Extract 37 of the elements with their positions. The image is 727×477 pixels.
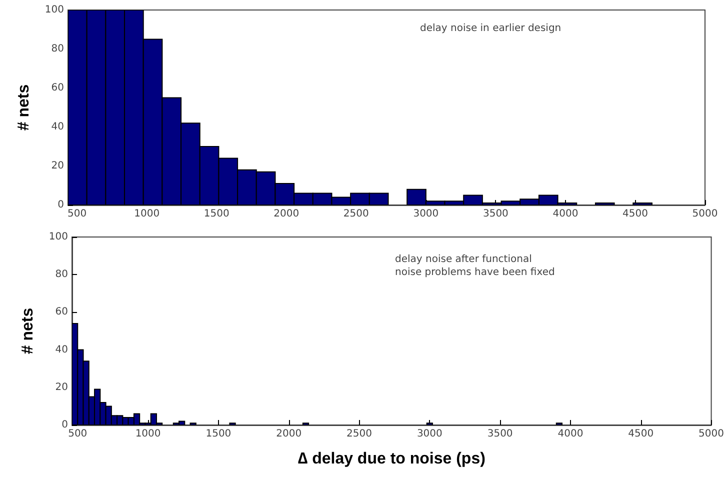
y-axis-title: # nets — [16, 84, 32, 131]
y-tick-label: 40 — [55, 344, 68, 356]
y-tick-label: 20 — [55, 382, 68, 393]
x-tick-label: 1000 — [135, 428, 161, 440]
x-tick-label: 2500 — [346, 428, 372, 440]
y-tick-label: 0 — [62, 420, 68, 430]
x-tick-label: 3000 — [416, 428, 442, 440]
x-tick-label: 3500 — [487, 428, 513, 440]
annotation: delay noise in earlier design — [420, 23, 562, 34]
x-tick-label: 1500 — [206, 428, 232, 440]
y-tick-label: 60 — [55, 306, 68, 318]
x-tick-label: 4500 — [628, 428, 654, 440]
x-tick-label: 1500 — [204, 208, 230, 220]
x-tick-label: 3000 — [413, 208, 439, 220]
y-tick-label: 0 — [58, 200, 64, 210]
annotation: delay noise after functional noise problems have been fixed — [395, 254, 555, 278]
x-tick-label: 500 — [68, 428, 88, 440]
x-tick-label: 2500 — [343, 208, 369, 220]
x-tick-label: 2000 — [276, 428, 302, 440]
x-tick-label: 4000 — [558, 428, 584, 440]
x-tick-label: 4500 — [622, 208, 648, 220]
y-tick-label: 100 — [44, 4, 64, 16]
y-tick-label: 40 — [51, 122, 64, 132]
x-axis-title: ∆ delay due to noise (ps) — [298, 450, 486, 468]
x-tick-label: 4000 — [552, 208, 578, 220]
y-tick-label: 80 — [55, 269, 68, 280]
x-tick-label: 2000 — [274, 208, 300, 220]
x-tick-label: 500 — [68, 208, 87, 220]
y-tick-label: 80 — [51, 44, 64, 54]
x-tick-label: 1000 — [134, 208, 160, 220]
y-axis-title: # nets — [20, 308, 36, 354]
y-tick-label: 20 — [51, 160, 64, 172]
x-tick-label: 3500 — [482, 208, 508, 220]
x-tick-label: 5000 — [692, 208, 718, 220]
y-tick-label: 100 — [48, 232, 68, 242]
y-tick-label: 60 — [51, 82, 64, 94]
x-tick-label: 5000 — [698, 428, 724, 440]
